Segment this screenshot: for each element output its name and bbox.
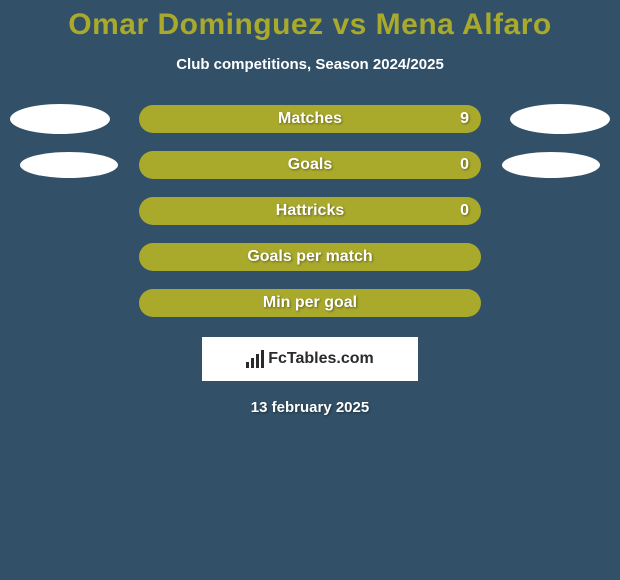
page-title: Omar Dominguez vs Mena Alfaro <box>68 8 551 42</box>
page-root: Omar Dominguez vs Mena Alfaro Club compe… <box>0 0 620 580</box>
logo-box: FcTables.com <box>202 337 418 381</box>
stat-row-goals: Goals 0 <box>0 151 620 179</box>
stat-label: Matches <box>278 110 342 128</box>
stat-value: 9 <box>460 110 469 128</box>
stat-row-matches: Matches 9 <box>0 105 620 133</box>
stat-value: 0 <box>460 156 469 174</box>
ellipse-right <box>510 104 610 134</box>
stat-label: Goals per match <box>247 248 372 266</box>
stat-bar: Min per goal <box>139 289 481 317</box>
stat-label: Min per goal <box>263 294 357 312</box>
stat-bars: Matches 9 Goals 0 Hattricks 0 Goals per … <box>0 105 620 317</box>
stat-bar: Goals 0 <box>139 151 481 179</box>
logo-mark-icon <box>246 350 264 368</box>
ellipse-left <box>10 104 110 134</box>
stat-bar: Hattricks 0 <box>139 197 481 225</box>
stat-row-hattricks: Hattricks 0 <box>0 197 620 225</box>
stat-bar: Matches 9 <box>139 105 481 133</box>
subtitle: Club competitions, Season 2024/2025 <box>176 56 444 73</box>
stat-bar: Goals per match <box>139 243 481 271</box>
stat-label: Hattricks <box>276 202 344 220</box>
date-text: 13 february 2025 <box>251 399 369 416</box>
stat-row-gpm: Goals per match <box>0 243 620 271</box>
stat-label: Goals <box>288 156 332 174</box>
logo-text: FcTables.com <box>268 350 374 368</box>
stat-row-mpg: Min per goal <box>0 289 620 317</box>
ellipse-right <box>502 152 600 178</box>
stat-value: 0 <box>460 202 469 220</box>
ellipse-left <box>20 152 118 178</box>
